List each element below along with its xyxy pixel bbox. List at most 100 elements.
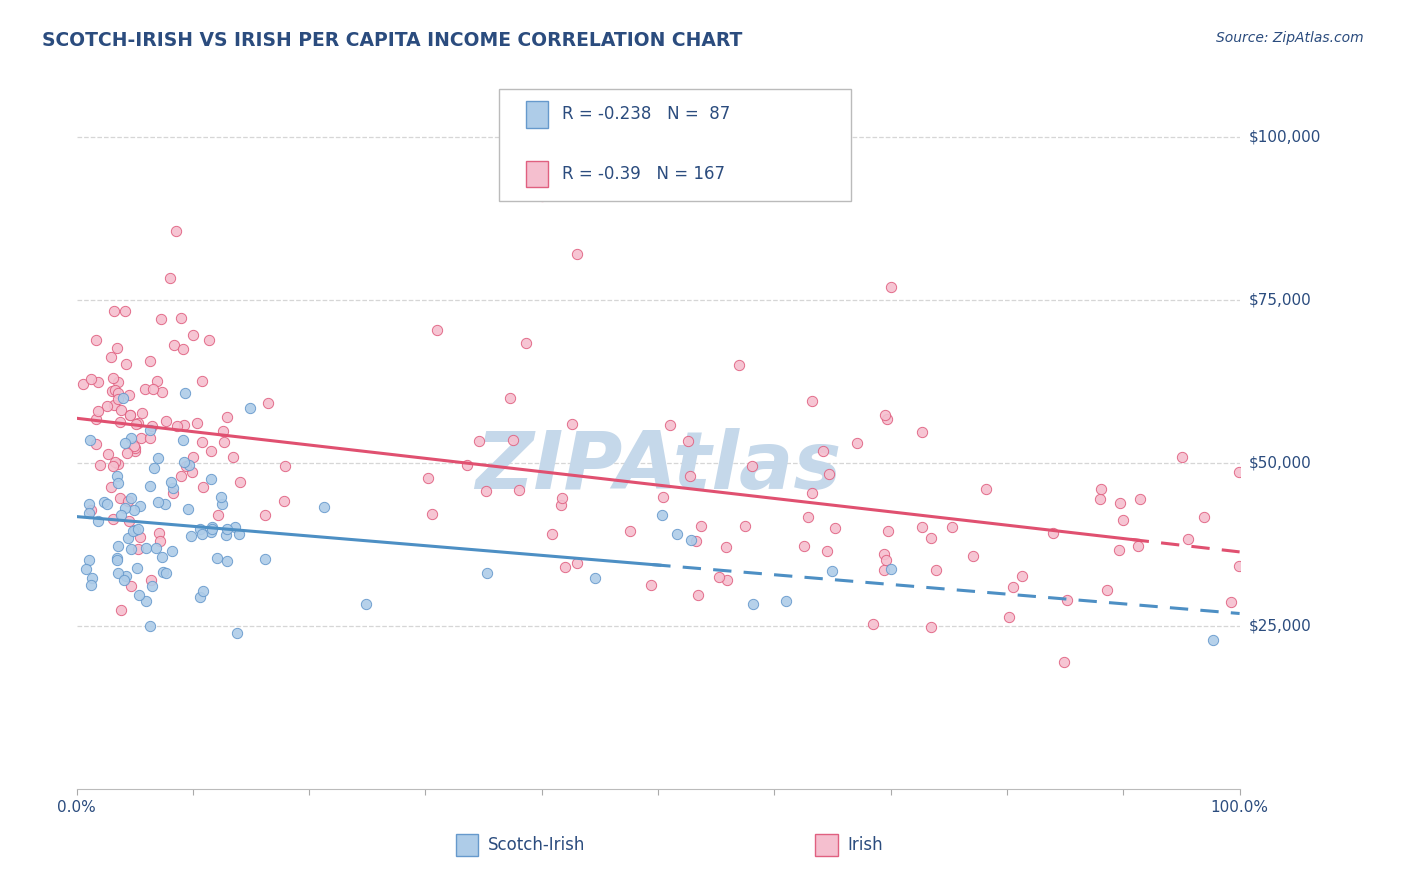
Point	[100, 480, 122, 494]
Point	[201, 520, 224, 534]
Point	[1002, 580, 1025, 594]
Point	[115, 357, 138, 371]
Point	[103, 398, 125, 412]
Point	[686, 588, 709, 602]
Point	[139, 431, 162, 445]
Point	[110, 403, 132, 417]
Point	[1128, 539, 1150, 553]
Point	[107, 539, 129, 553]
Point	[114, 501, 136, 516]
Point	[468, 434, 491, 449]
Point	[499, 392, 522, 406]
Point	[128, 588, 150, 602]
Point	[84, 437, 107, 451]
Point	[107, 566, 129, 580]
Point	[191, 374, 214, 388]
Text: R = -0.39   N = 167: R = -0.39 N = 167	[562, 165, 725, 183]
Point	[1202, 633, 1225, 648]
Point	[82, 571, 104, 585]
Point	[420, 508, 443, 522]
Point	[1112, 513, 1135, 527]
Text: Irish: Irish	[848, 836, 883, 855]
Point	[129, 530, 152, 544]
Point	[80, 372, 103, 386]
Point	[418, 471, 440, 485]
Point	[112, 391, 135, 405]
Point	[658, 417, 681, 432]
Point	[93, 495, 115, 509]
Point	[640, 578, 662, 592]
Point	[515, 336, 537, 351]
Point	[141, 419, 163, 434]
Point	[941, 520, 963, 534]
Text: Source: ZipAtlas.com: Source: ZipAtlas.com	[1216, 31, 1364, 45]
Point	[155, 415, 177, 429]
Point	[155, 497, 177, 511]
Point	[104, 383, 127, 397]
Point	[84, 411, 107, 425]
Point	[619, 524, 641, 538]
Point	[797, 510, 820, 524]
Point	[200, 525, 222, 540]
Point	[215, 528, 238, 542]
Point	[87, 376, 110, 390]
Point	[256, 395, 278, 409]
Point	[734, 519, 756, 533]
Point	[101, 458, 124, 473]
Point	[77, 497, 100, 511]
Point	[651, 508, 673, 523]
Point	[139, 353, 162, 368]
Point	[107, 386, 129, 401]
Point	[651, 490, 673, 504]
Point	[166, 224, 188, 238]
Point	[135, 594, 157, 608]
Point	[107, 458, 129, 472]
Point	[820, 564, 842, 578]
Point	[97, 447, 120, 461]
Point	[107, 392, 129, 406]
Point	[141, 573, 163, 587]
Text: SCOTCH-IRISH VS IRISH PER CAPITA INCOME CORRELATION CHART: SCOTCH-IRISH VS IRISH PER CAPITA INCOME …	[42, 31, 742, 50]
Point	[567, 556, 589, 570]
Point	[177, 502, 200, 516]
Point	[685, 534, 707, 549]
Point	[110, 508, 132, 523]
Point	[222, 450, 245, 464]
Point	[101, 384, 124, 399]
Point	[197, 333, 219, 347]
Point	[188, 522, 211, 536]
Point	[181, 450, 204, 464]
Point	[174, 458, 197, 473]
Point	[188, 591, 211, 605]
Point	[846, 436, 869, 450]
Point	[212, 434, 235, 449]
Point	[87, 404, 110, 418]
Point	[502, 433, 524, 447]
Point	[1056, 593, 1078, 607]
Point	[120, 491, 142, 505]
Point	[107, 376, 129, 390]
Point	[186, 416, 208, 430]
Point	[679, 469, 702, 483]
Point	[561, 417, 583, 431]
Point	[205, 550, 228, 565]
Point	[84, 334, 107, 348]
Point	[728, 358, 751, 372]
Point	[676, 434, 699, 448]
Point	[162, 486, 184, 500]
Point	[200, 443, 222, 458]
Point	[143, 460, 166, 475]
Point	[239, 401, 262, 416]
Point	[125, 561, 148, 575]
Point	[108, 415, 131, 429]
Point	[1097, 583, 1119, 598]
Point	[1227, 558, 1250, 573]
Point	[173, 418, 195, 433]
Point	[160, 475, 183, 490]
Point	[138, 478, 160, 492]
Point	[148, 525, 170, 540]
Point	[77, 506, 100, 520]
Text: $75,000: $75,000	[1249, 293, 1312, 308]
Point	[707, 570, 730, 584]
Point	[127, 416, 149, 430]
